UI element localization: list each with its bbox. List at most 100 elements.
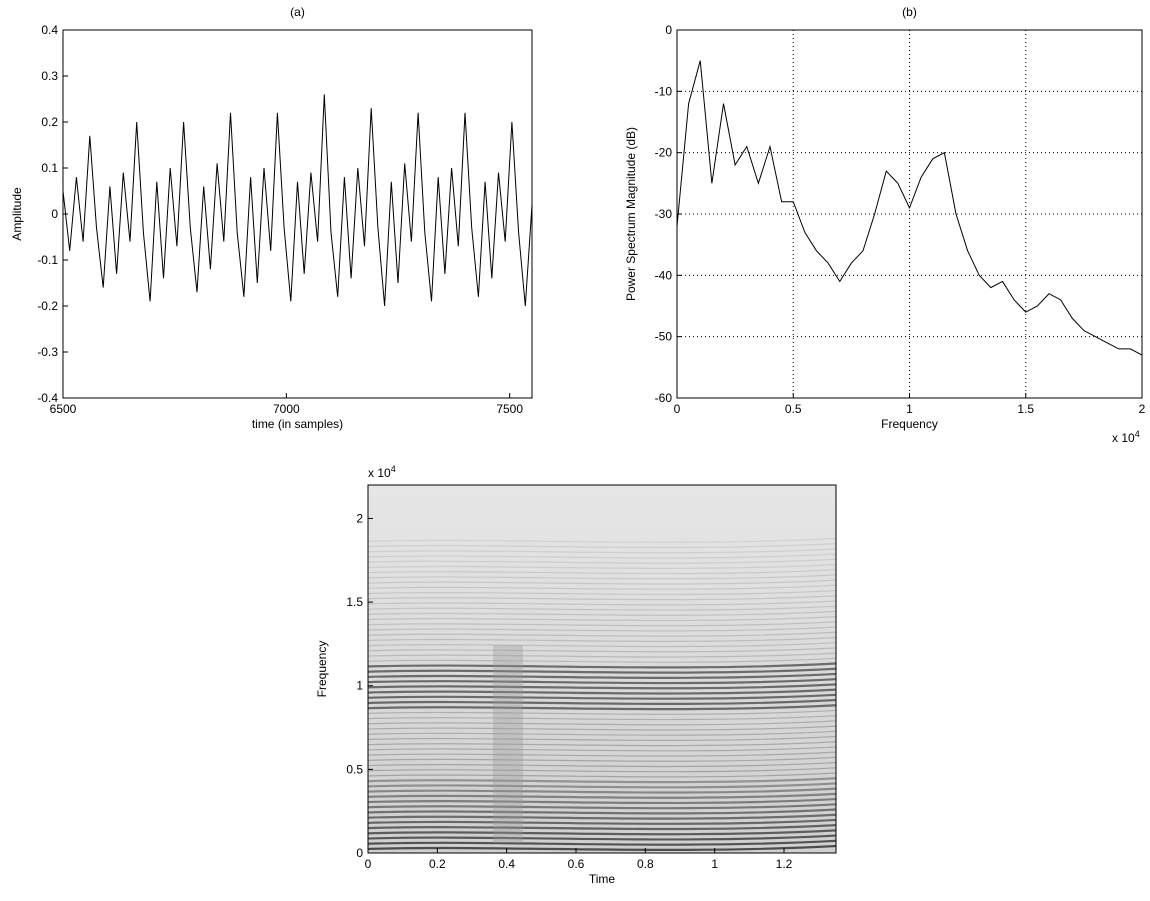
x-tick-label: 1: [906, 402, 913, 416]
plot-frame: [62, 29, 533, 399]
y-axis-label: Amplitude: [10, 187, 24, 241]
x-axis-label: Frequency: [881, 417, 938, 431]
harmonic-band: [367, 693, 837, 700]
harmonic-band: [367, 657, 837, 663]
harmonic-band: [367, 698, 837, 706]
harmonic-band: [367, 667, 837, 674]
harmonic-band: [367, 662, 837, 669]
harmonic-band: [367, 616, 837, 622]
harmonic-band: [367, 589, 837, 596]
harmonic-band: [367, 579, 837, 585]
chart-title: (b): [902, 5, 917, 19]
harmonic-band: [367, 600, 837, 606]
harmonic-band: [367, 767, 837, 773]
y-tick-label: 0.2: [41, 115, 58, 129]
harmonic-band: [367, 735, 837, 742]
harmonic-band: [367, 621, 837, 627]
x-multiplier: x 104: [1112, 429, 1140, 445]
x-multiplier-base: x 10: [1112, 431, 1135, 445]
harmonic-band: [367, 683, 837, 690]
y-axis-label: Power Spectrum Magnitude (dB): [624, 127, 638, 301]
x-tick-label: 2: [1139, 402, 1146, 416]
y-axis-label: Frequency: [315, 641, 329, 698]
harmonic-band: [367, 777, 837, 784]
harmonic-band: [367, 725, 837, 731]
harmonic-band: [367, 813, 837, 820]
harmonic-band: [367, 678, 837, 685]
harmonic-band: [367, 642, 837, 648]
harmonic-band: [367, 792, 837, 799]
harmonic-band: [367, 558, 837, 564]
data-line: [676, 60, 1143, 356]
harmonic-band: [367, 715, 837, 721]
y-multiplier-base: x 10: [368, 466, 391, 480]
harmonic-band: [367, 563, 837, 569]
harmonic-band: [367, 803, 837, 810]
harmonic-band: [367, 647, 837, 653]
y-tick-label: -10: [655, 84, 673, 98]
data-line: [62, 94, 533, 307]
harmonic-band: [367, 782, 837, 789]
harmonic-band: [367, 746, 837, 752]
harmonic-band: [367, 818, 837, 825]
harmonic-band: [367, 688, 837, 695]
harmonic-band: [367, 543, 837, 549]
harmonic-band: [367, 829, 837, 836]
x-tick-label: 1: [711, 857, 718, 871]
harmonic-band: [367, 720, 837, 726]
harmonic-band: [367, 772, 837, 778]
y-tick-label: 2: [356, 511, 363, 525]
y-tick-label: 0.4: [41, 23, 58, 37]
harmonic-band: [367, 839, 837, 846]
x-tick-label: 7000: [273, 402, 300, 416]
harmonic-band: [367, 730, 837, 736]
harmonic-band: [367, 553, 837, 559]
x-tick-label: 0.5: [785, 402, 802, 416]
x-tick-label: 0.4: [498, 857, 515, 871]
harmonic-band: [367, 574, 837, 580]
harmonic-band: [367, 834, 837, 841]
harmonic-band: [367, 595, 837, 601]
x-multiplier-exponent: 4: [1135, 429, 1140, 439]
y-tick-label: -60: [655, 391, 673, 405]
spectrogram-image: [367, 537, 837, 851]
harmonic-band: [367, 610, 837, 616]
harmonic-band: [367, 797, 837, 805]
x-axis-label: Time: [589, 872, 616, 886]
onset-smear: [493, 645, 523, 843]
y-tick-label: 1.5: [346, 595, 363, 609]
harmonic-band: [367, 709, 837, 715]
spectrogram-background: [368, 485, 836, 853]
harmonic-band: [367, 844, 837, 851]
harmonic-band: [367, 761, 837, 768]
harmonic-band: [367, 672, 837, 679]
harmonic-band: [367, 756, 837, 762]
y-tick-label: 0: [665, 23, 672, 37]
y-tick-label: 0.1: [41, 161, 58, 175]
harmonic-band: [367, 548, 837, 554]
harmonic-band: [367, 652, 837, 658]
y-tick-label: -40: [655, 268, 673, 282]
x-tick-label: 0.8: [637, 857, 654, 871]
y-multiplier: x 104: [368, 464, 396, 480]
x-tick-label: 0: [365, 857, 372, 871]
plot-frame: [367, 484, 837, 854]
harmonic-band: [367, 741, 837, 747]
y-multiplier-exponent: 4: [391, 464, 396, 474]
x-tick-label: 0: [674, 402, 681, 416]
y-tick-label: 0: [51, 207, 58, 221]
y-tick-label: 1: [356, 679, 363, 693]
x-tick-label: 1.5: [1017, 402, 1034, 416]
x-tick-label: 7500: [496, 402, 523, 416]
y-tick-label: 0: [356, 846, 363, 860]
y-tick-label: -20: [655, 146, 673, 160]
harmonic-band: [367, 584, 837, 590]
harmonic-band: [367, 537, 837, 543]
harmonic-band: [367, 824, 837, 831]
harmonic-band: [367, 751, 837, 757]
x-tick-label: 1.2: [776, 857, 793, 871]
chart-title: (a): [290, 5, 305, 19]
harmonic-band: [367, 569, 837, 575]
